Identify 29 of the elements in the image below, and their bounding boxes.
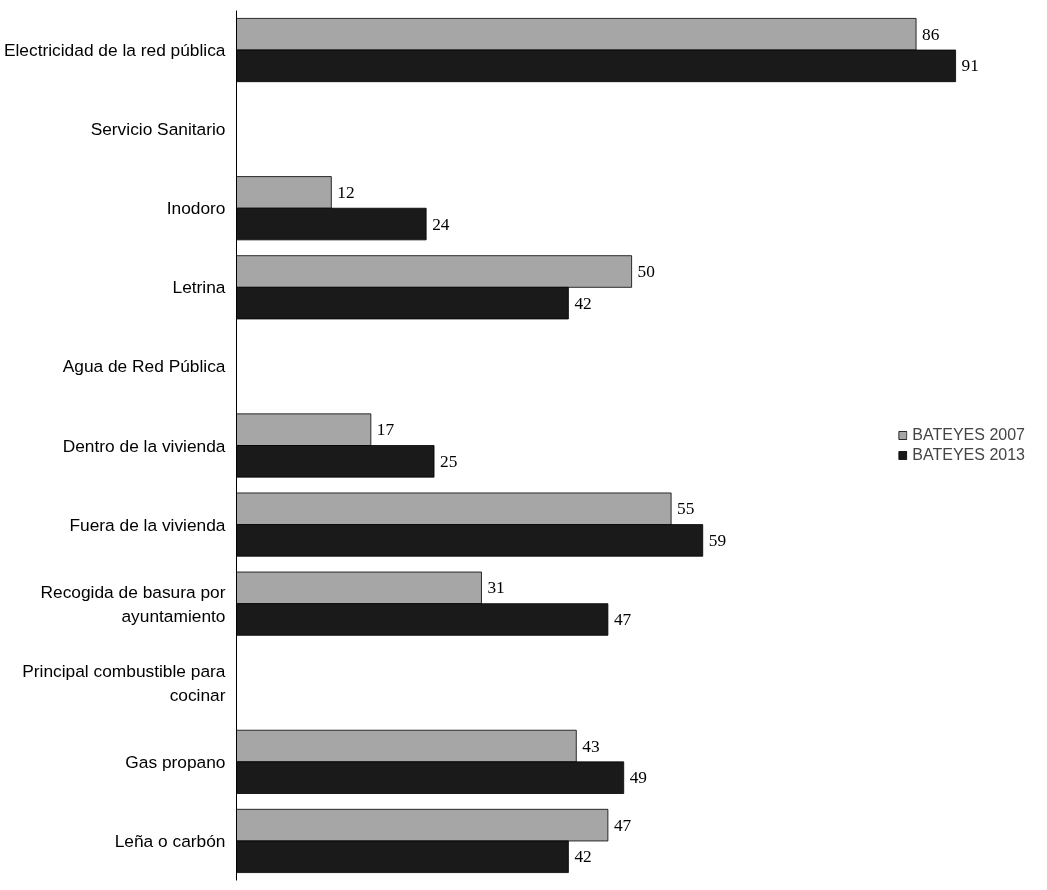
y-tick-label: Agua de Red Pública xyxy=(62,356,226,377)
data-label: 47 xyxy=(613,610,632,629)
y-tick-label: Electricidad de la red pública xyxy=(3,40,226,61)
y-tick-label: Leña o carbón xyxy=(114,830,226,851)
data-label: 86 xyxy=(922,24,940,44)
data-label: 17 xyxy=(376,420,395,440)
data-label: 55 xyxy=(677,499,695,519)
data-label: 47 xyxy=(613,815,632,835)
legend-label: BATEYES 2007 xyxy=(912,426,1025,444)
y-tick-label: Principal combustible para cocinar xyxy=(22,660,226,705)
legend-label: BATEYES 2013 xyxy=(912,446,1025,464)
data-label: 42 xyxy=(574,293,592,313)
data-label: 50 xyxy=(637,262,655,281)
data-label: 49 xyxy=(629,768,648,788)
data-label: 91 xyxy=(961,56,979,76)
data-label: 25 xyxy=(440,451,458,471)
y-tick-label: Gas propano xyxy=(125,751,226,772)
y-tick-label: Inodoro xyxy=(166,198,226,219)
y-tick-label: Dentro de la vivienda xyxy=(62,435,226,456)
data-label: 24 xyxy=(432,214,450,234)
y-tick-label: Fuera de la vivienda xyxy=(69,514,226,535)
data-label: 42 xyxy=(574,847,592,867)
data-label: 59 xyxy=(708,530,727,550)
y-tick-label: Letrina xyxy=(172,277,226,298)
data-label: 12 xyxy=(337,182,355,202)
data-label: 31 xyxy=(487,578,505,598)
y-tick-label: Recogida de basura por ayuntamiento xyxy=(40,581,226,626)
y-tick-label: Servicio Sanitario xyxy=(90,119,226,140)
data-label: 43 xyxy=(582,736,600,756)
